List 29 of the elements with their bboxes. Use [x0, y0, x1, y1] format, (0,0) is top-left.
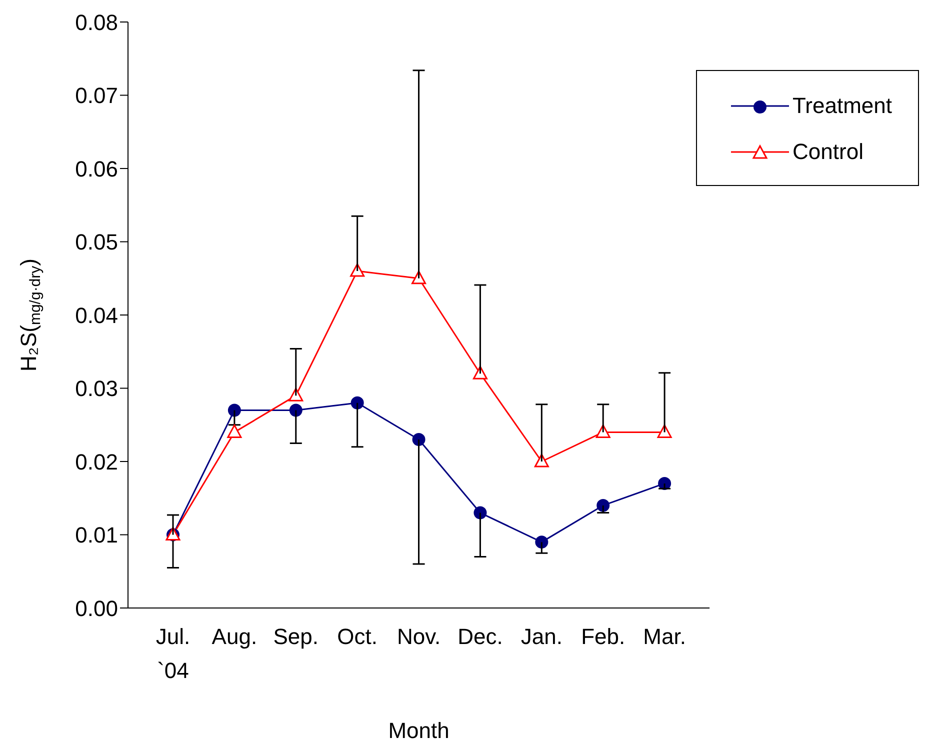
x-tick-label: Sep.	[273, 624, 319, 649]
y-tick-label: 0.06	[75, 156, 118, 182]
x-tick-label: Dec.	[458, 624, 503, 649]
point	[227, 424, 242, 438]
legend-label: Control	[792, 139, 864, 165]
y-tick-label: 0.02	[75, 449, 118, 474]
x-tick-label: Nov.	[396, 624, 441, 649]
point	[474, 506, 487, 520]
y-tick-label: 0.07	[75, 83, 118, 108]
point	[350, 396, 364, 410]
y-tick-label: 0.08	[75, 10, 118, 35]
x-axis-title: Month	[388, 718, 450, 743]
y-tick-label: 0.05	[75, 230, 118, 255]
x-tick-label: Jan.	[520, 624, 562, 649]
y-tick-label: 0.01	[75, 522, 118, 548]
point	[596, 498, 610, 512]
y-tick-label: 0.04	[75, 302, 118, 328]
x-tick-label: Mar.	[643, 624, 686, 649]
point	[535, 536, 548, 549]
y-tick-label: 0.00	[75, 596, 118, 621]
x-tick-label: Aug.	[212, 624, 258, 649]
x-tick-label: Oct.	[337, 624, 378, 649]
y-tick-label: 0.03	[75, 376, 118, 402]
point	[412, 433, 426, 446]
point	[289, 404, 302, 417]
legend-label: Treatment	[792, 93, 892, 119]
point	[228, 404, 241, 417]
x-tick-label: Feb.	[581, 624, 626, 649]
x-tick-label: Jul. `04	[156, 624, 190, 683]
